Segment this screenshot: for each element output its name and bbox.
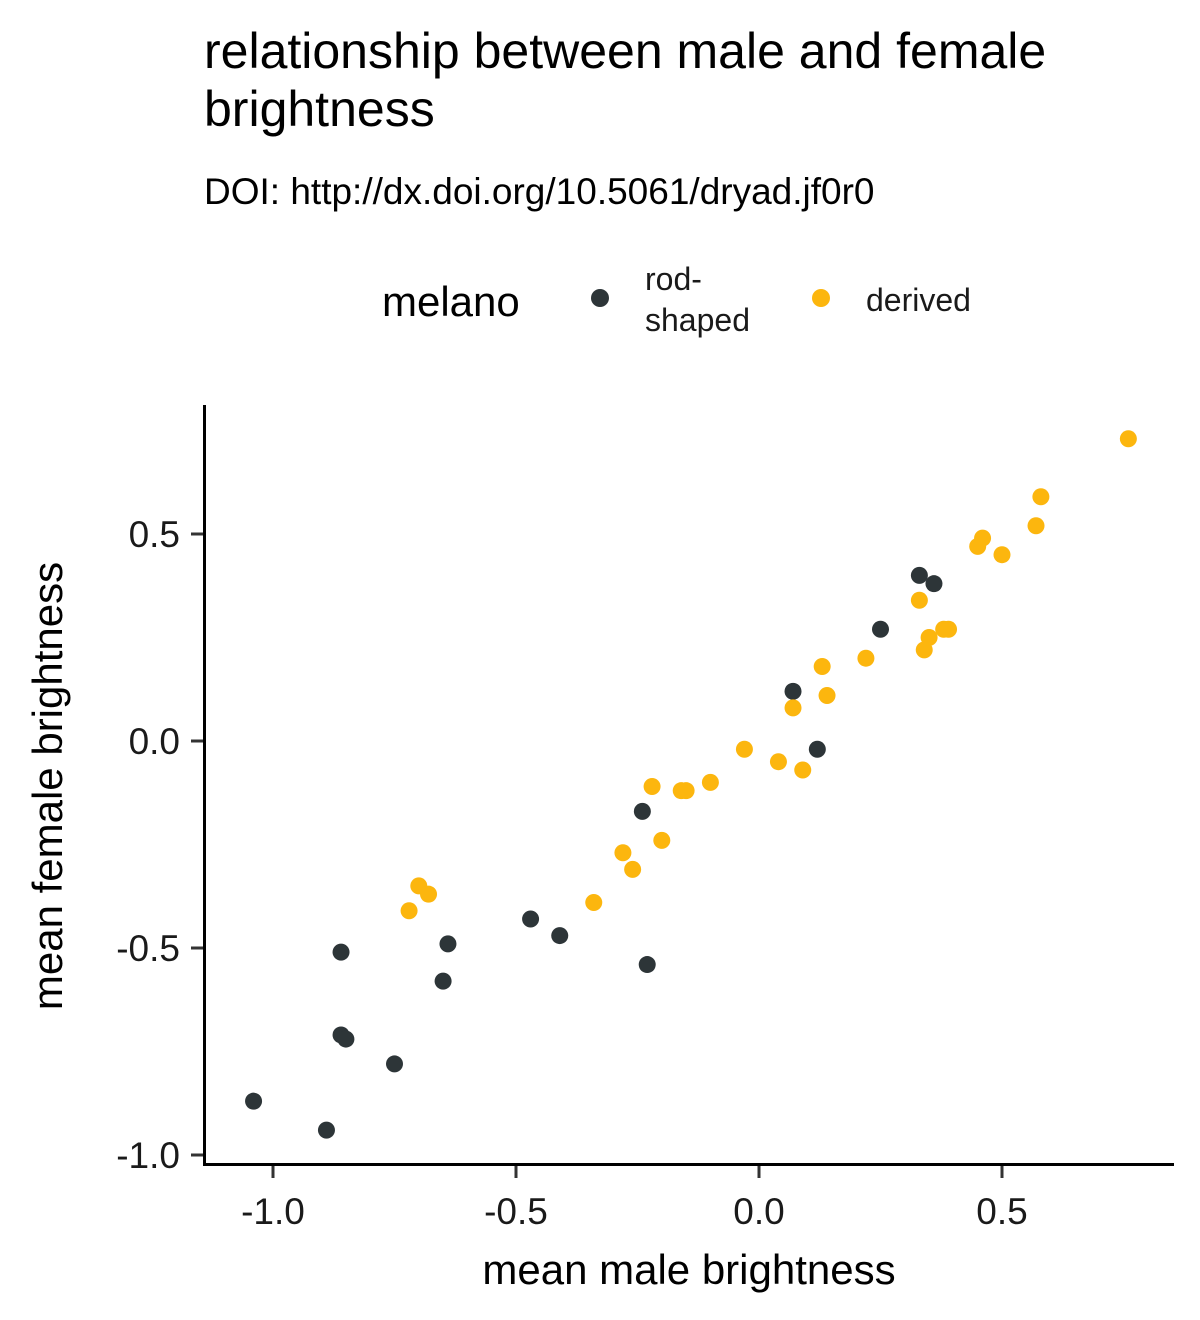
legend-label-rod-shaped-line1: rod- (645, 261, 702, 297)
data-point-derived (643, 778, 661, 796)
data-point-derived (653, 831, 671, 849)
data-point-rod-shaped (808, 740, 826, 758)
data-point-derived (974, 529, 992, 547)
x-tick-label: 0.0 (733, 1191, 784, 1232)
data-point-derived (993, 546, 1011, 564)
y-axis-title: mean female brightness (24, 562, 71, 1010)
data-point-derived (813, 657, 831, 675)
legend: melano rod- shaped derived (382, 261, 971, 338)
data-point-derived (910, 591, 928, 609)
data-point-rod-shaped (245, 1092, 263, 1110)
data-point-rod-shaped (925, 575, 943, 593)
data-point-rod-shaped (638, 956, 656, 974)
data-point-derived (940, 620, 958, 638)
data-points (245, 430, 1137, 1139)
y-tick-label: -0.5 (116, 928, 180, 969)
data-point-rod-shaped (872, 620, 889, 638)
chart-title: relationship between male and female bri… (204, 23, 1047, 137)
data-point-rod-shaped (551, 927, 569, 945)
y-tick-label: 0.5 (129, 514, 180, 555)
data-point-derived (624, 860, 642, 878)
data-point-derived (857, 649, 875, 667)
data-point-derived (818, 686, 836, 704)
data-point-derived (585, 893, 603, 911)
data-point-derived (420, 885, 438, 903)
data-point-derived (1119, 430, 1137, 448)
x-ticks: -1.0 -0.5 0.0 0.5 (241, 1166, 1028, 1232)
data-point-rod-shaped (522, 910, 540, 928)
x-tick-label: -1.0 (241, 1191, 305, 1232)
data-point-derived (677, 782, 695, 800)
data-point-rod-shaped (439, 935, 457, 953)
data-point-derived (1032, 488, 1050, 506)
legend-label-rod-shaped-line2: shaped (645, 302, 750, 338)
legend-label-derived: derived (866, 282, 971, 318)
x-axis-title: mean male brightness (482, 1246, 895, 1293)
x-tick-label: 0.5 (976, 1191, 1027, 1232)
data-point-rod-shaped (633, 802, 651, 820)
data-point-derived (784, 699, 802, 717)
data-point-rod-shaped (910, 566, 928, 584)
legend-title: melano (382, 278, 520, 325)
x-tick-label: -0.5 (484, 1191, 548, 1232)
y-ticks: -1.0 -0.5 0.0 0.5 (116, 514, 203, 1176)
data-point-rod-shaped (337, 1030, 355, 1048)
data-point-derived (769, 753, 787, 771)
data-point-rod-shaped (332, 943, 350, 961)
legend-key-rod-shaped (591, 289, 609, 307)
y-tick-label: -1.0 (116, 1135, 180, 1176)
data-point-derived (1027, 517, 1045, 535)
y-tick-label: 0.0 (129, 721, 180, 762)
data-point-rod-shaped (317, 1121, 335, 1139)
data-point-derived (920, 629, 938, 646)
data-point-rod-shaped (784, 682, 802, 700)
data-point-derived (701, 773, 719, 791)
data-point-rod-shaped (386, 1055, 403, 1073)
data-point-rod-shaped (434, 972, 452, 990)
data-point-derived (735, 740, 753, 758)
legend-key-derived (812, 289, 830, 307)
data-point-derived (794, 761, 812, 779)
data-point-derived (400, 902, 418, 920)
chart-subtitle: DOI: http://dx.doi.org/10.5061/dryad.jf0… (204, 171, 875, 212)
data-point-derived (614, 844, 632, 862)
